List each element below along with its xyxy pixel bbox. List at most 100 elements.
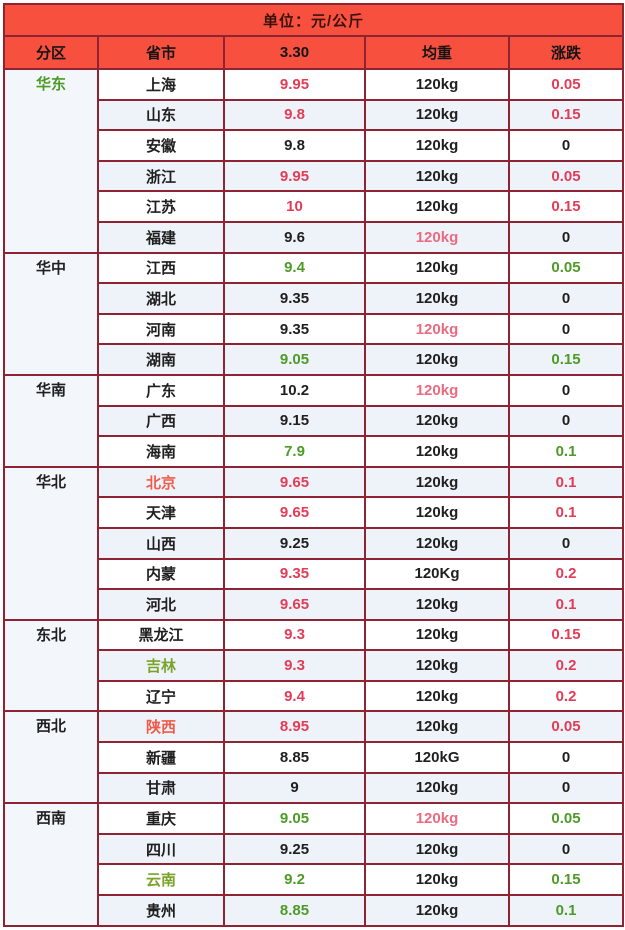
change-cell: 0.05 <box>507 251 625 285</box>
change-cell: 0 <box>507 220 625 254</box>
province-cell: 河北 <box>97 588 225 621</box>
region-cell: 东北 <box>3 618 99 713</box>
price-cell: 8.85 <box>223 741 366 774</box>
province-cell: 广东 <box>97 373 225 407</box>
weight-cell: 120kg <box>364 312 510 346</box>
table-row: 浙江 9.95 120kg 0.05 <box>4 159 625 193</box>
table-row: 湖南 9.05 120kg 0.15 <box>4 343 625 376</box>
price-cell: 9.25 <box>223 526 366 560</box>
weight-cell: 120kg <box>364 404 510 438</box>
price-cell: 9.2 <box>223 863 366 897</box>
province-cell: 四川 <box>97 832 225 866</box>
change-cell: 0 <box>507 832 625 866</box>
price-cell: 9.8 <box>223 129 366 162</box>
table-title-row: 单位：元/公斤 <box>2 3 625 37</box>
province-cell: 福建 <box>97 220 225 254</box>
change-cell: 0.2 <box>507 679 625 713</box>
province-cell: 海南 <box>97 435 225 468</box>
table-row: 江苏 10 120kg 0.15 <box>4 190 625 223</box>
change-cell: 0.15 <box>507 863 625 897</box>
change-cell: 0.15 <box>507 98 625 132</box>
change-cell: 0.1 <box>507 496 625 529</box>
change-cell: 0.05 <box>507 710 625 744</box>
change-cell: 0 <box>507 741 625 774</box>
change-cell: 0.15 <box>507 190 625 223</box>
price-cell: 9.65 <box>223 588 366 621</box>
unit-label: 单位：元/公斤 <box>2 3 625 37</box>
price-table-body: 华东 上海 9.95 120kg 0.05 山东 9.8 120kg 0.15 安徽 9.8 120k… <box>3 68 625 927</box>
province-cell: 山东 <box>97 98 225 132</box>
price-cell: 8.85 <box>223 894 366 927</box>
table-row: 河南 9.35 120kg 0 <box>4 312 625 346</box>
column-header-province: 省市 <box>97 35 225 70</box>
province-cell: 陕西 <box>97 710 225 744</box>
weight-cell: 120kg <box>364 863 510 897</box>
table-row: 华中 江西 9.4 120kg 0.05 <box>3 251 625 376</box>
province-cell: 天津 <box>97 496 225 529</box>
region-cell: 华东 <box>3 68 99 254</box>
change-cell: 0 <box>507 526 625 560</box>
change-cell: 0.2 <box>507 649 625 682</box>
province-cell: 湖南 <box>97 343 225 376</box>
price-cell: 9.3 <box>223 649 366 682</box>
change-cell: 0 <box>507 312 625 346</box>
province-cell: 广西 <box>97 404 225 438</box>
price-cell: 7.9 <box>223 435 366 468</box>
price-cell: 9.05 <box>223 802 366 835</box>
weight-cell: 120kg <box>364 679 510 713</box>
table-row: 华东 上海 9.95 120kg 0.05 <box>3 68 625 254</box>
price-cell: 9.6 <box>223 220 366 254</box>
weight-cell: 120kg <box>364 526 510 560</box>
weight-cell: 120kg <box>364 251 510 285</box>
weight-cell: 120kg <box>364 343 510 376</box>
price-cell: 9.25 <box>223 832 366 866</box>
province-cell: 黑龙江 <box>97 618 225 652</box>
table-row: 四川 9.25 120kg 0 <box>4 832 625 866</box>
change-cell: 0.05 <box>507 68 625 101</box>
province-cell: 上海 <box>97 68 225 101</box>
weight-cell: 120kg <box>364 282 510 315</box>
weight-cell: 120kg <box>364 832 510 866</box>
table-row: 吉林 9.3 120kg 0.2 <box>4 649 625 682</box>
table-row: 华北 北京 9.65 120kg 0.1 <box>3 465 625 621</box>
price-cell: 9.3 <box>223 618 366 652</box>
change-cell: 0.1 <box>507 588 625 621</box>
weight-cell: 120kg <box>364 802 510 835</box>
weight-cell: 120kg <box>364 435 510 468</box>
price-table: 单位：元/公斤 分区 省市 3.30 均重 涨跌 华东 上海 9.95 120kg 0.… <box>2 3 625 927</box>
province-cell: 新疆 <box>97 741 225 774</box>
column-header-region: 分区 <box>3 35 99 70</box>
weight-cell: 120kg <box>364 98 510 132</box>
price-cell: 9.35 <box>223 282 366 315</box>
table-row: 西南 重庆 9.05 120kg 0.05 <box>3 802 625 927</box>
table-row: 河北 9.65 120kg 0.1 <box>4 588 625 621</box>
table-row: 东北 黑龙江 9.3 120kg 0.15 <box>3 618 625 713</box>
weight-cell: 120kg <box>364 618 510 652</box>
weight-cell: 120kG <box>364 741 510 774</box>
province-cell: 重庆 <box>97 802 225 835</box>
table-row: 华南 广东 10.2 120kg 0 <box>3 373 625 468</box>
price-cell: 10.2 <box>223 373 366 407</box>
weight-cell: 120kg <box>364 68 510 101</box>
price-cell: 9.4 <box>223 679 366 713</box>
change-cell: 0 <box>507 282 625 315</box>
table-row: 山西 9.25 120kg 0 <box>4 526 625 560</box>
province-cell: 辽宁 <box>97 679 225 713</box>
table-row: 天津 9.65 120kg 0.1 <box>4 496 625 529</box>
change-cell: 0 <box>507 129 625 162</box>
table-row: 辽宁 9.4 120kg 0.2 <box>4 679 625 713</box>
province-cell: 贵州 <box>97 894 225 927</box>
change-cell: 0.1 <box>507 465 625 499</box>
price-cell: 9.8 <box>223 98 366 132</box>
weight-cell: 120Kg <box>364 557 510 591</box>
change-cell: 0.15 <box>507 618 625 652</box>
weight-cell: 120kg <box>364 159 510 193</box>
weight-cell: 120kg <box>364 373 510 407</box>
column-header-weight: 均重 <box>364 35 510 70</box>
table-row: 内蒙 9.35 120Kg 0.2 <box>4 557 625 591</box>
region-cell: 华北 <box>3 465 99 621</box>
column-header-row: 分区 省市 3.30 均重 涨跌 <box>3 35 625 70</box>
change-cell: 0.05 <box>507 159 625 193</box>
table-row: 湖北 9.35 120kg 0 <box>4 282 625 315</box>
